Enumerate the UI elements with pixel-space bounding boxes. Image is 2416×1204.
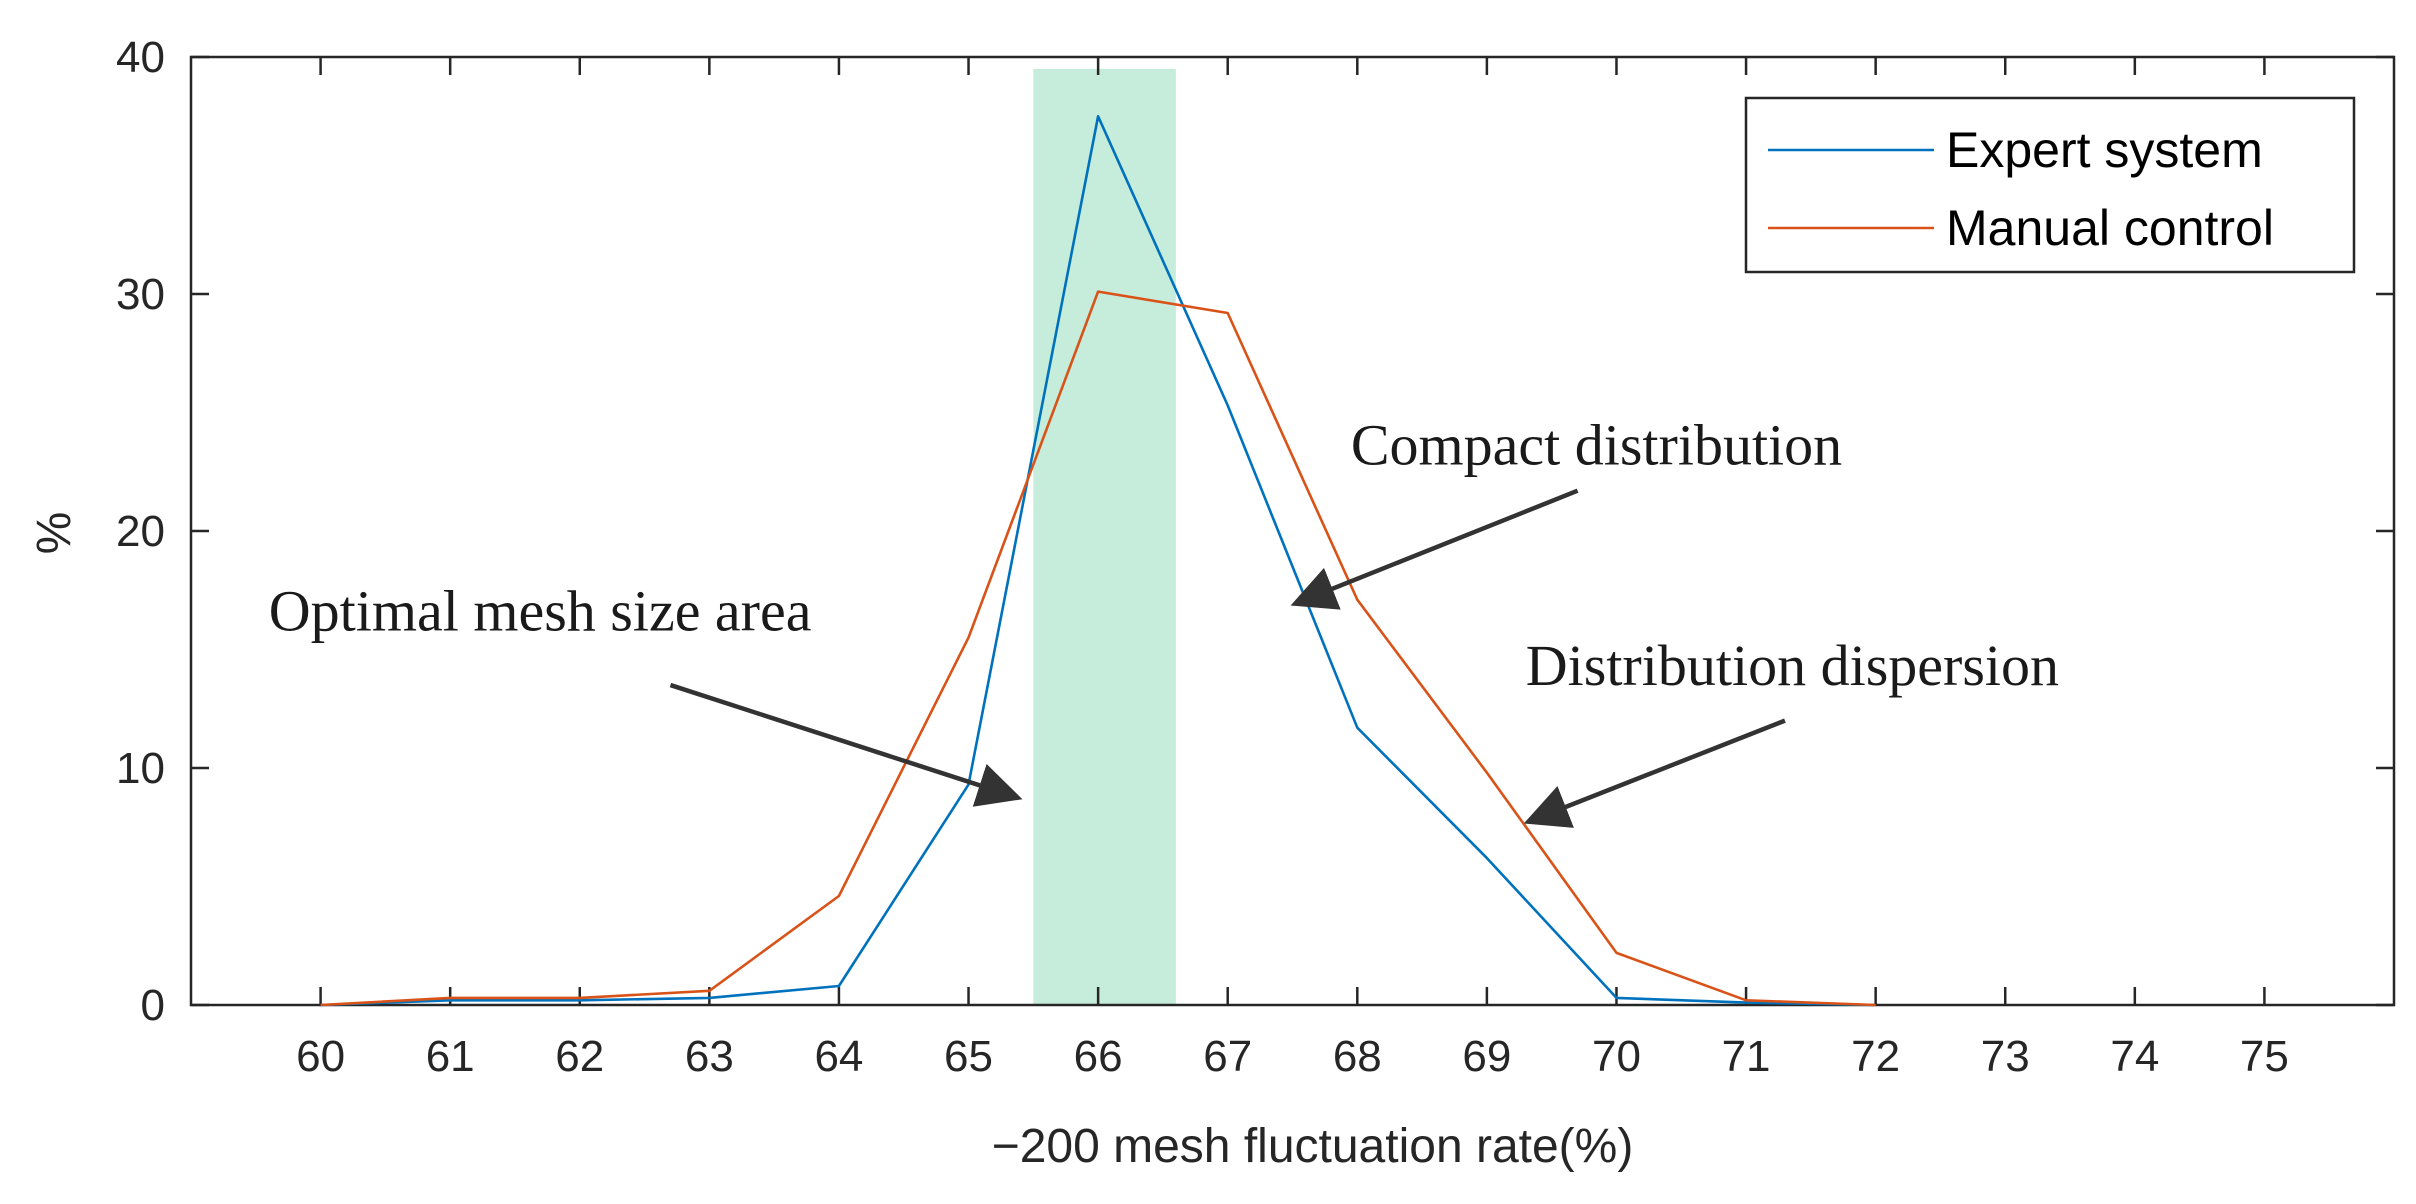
y-tick-label: 30: [116, 270, 165, 319]
y-tick-label: 20: [116, 507, 165, 556]
optimal-region-band: [1033, 68, 1176, 1006]
annotation-arrow: [1290, 488, 1579, 610]
y-tick-label: 10: [116, 744, 165, 793]
annotation-text: Compact distribution: [1351, 413, 1842, 478]
y-axis-label: %: [28, 512, 81, 555]
x-tick-label: 71: [1722, 1032, 1771, 1081]
legend-label: Expert system: [1946, 122, 2263, 178]
x-tick-label: 65: [944, 1032, 993, 1081]
x-tick-label: 60: [296, 1032, 345, 1081]
x-tick-label: 62: [555, 1032, 604, 1081]
x-tick-label: 67: [1203, 1032, 1252, 1081]
x-tick-label: 69: [1462, 1032, 1511, 1081]
legend-box: [1744, 96, 2356, 274]
x-tick-label: 72: [1851, 1032, 1900, 1081]
annotation-text: Distribution dispersion: [1526, 633, 2059, 698]
x-tick-label: 73: [1981, 1032, 2030, 1081]
legend-label: Manual control: [1946, 200, 2274, 256]
x-tick-label: 61: [426, 1032, 475, 1081]
y-tick-label: 0: [141, 981, 165, 1030]
x-tick-label: 64: [814, 1032, 863, 1081]
x-axis-label: −200 mesh fluctuation rate(%): [992, 1120, 1634, 1173]
x-tick-label: 66: [1074, 1032, 1123, 1081]
x-tick-label: 70: [1592, 1032, 1641, 1081]
annotation-arrow: [1523, 718, 1786, 828]
annotation-arrow: [669, 682, 1023, 807]
x-tick-label: 63: [685, 1032, 734, 1081]
x-tick-label: 74: [2110, 1032, 2159, 1081]
x-tick-label: 75: [2240, 1032, 2289, 1081]
x-tick-label: 68: [1333, 1032, 1382, 1081]
y-tick-label: 40: [116, 33, 165, 82]
annotation-text: Optimal mesh size area: [269, 579, 812, 644]
